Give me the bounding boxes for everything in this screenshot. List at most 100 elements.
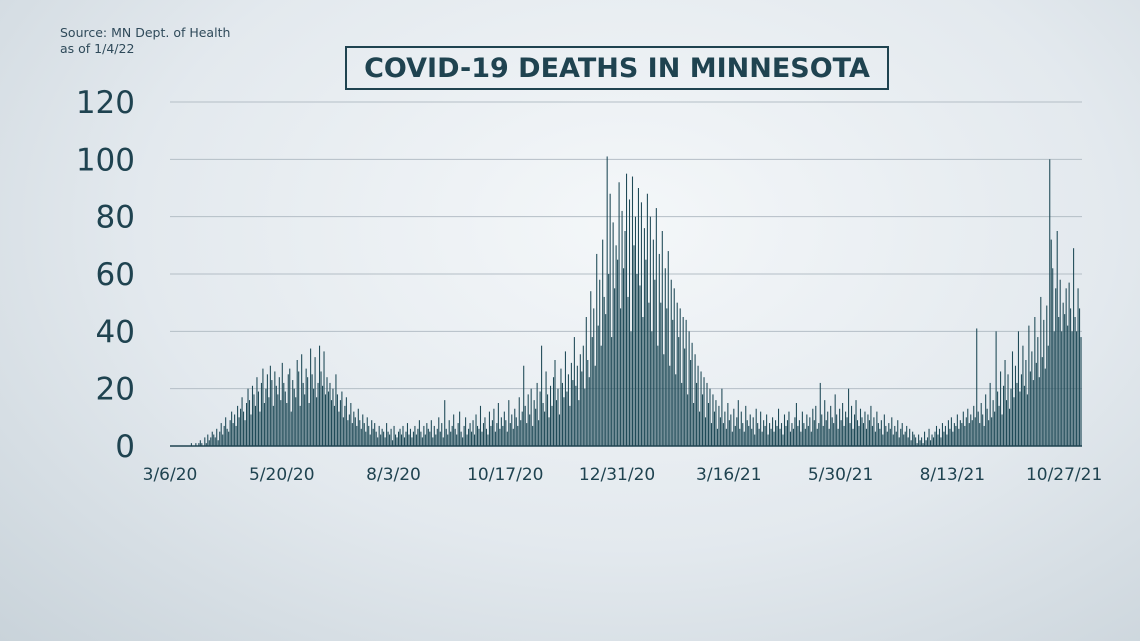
bar	[959, 420, 961, 446]
bar	[1020, 374, 1022, 446]
bar	[576, 365, 578, 446]
bar	[1074, 317, 1076, 446]
bar	[620, 308, 622, 446]
bar	[396, 437, 398, 446]
bar	[392, 440, 394, 446]
bar	[831, 417, 833, 446]
bar	[479, 405, 482, 446]
bar	[441, 423, 443, 446]
bar	[336, 394, 338, 446]
bar	[739, 428, 741, 446]
chart-title: COVID-19 DEATHS IN MINNESOTA	[364, 52, 870, 84]
bar	[1010, 388, 1012, 446]
bar	[816, 428, 818, 446]
bar	[596, 253, 598, 446]
bar	[210, 437, 212, 446]
bar	[690, 360, 692, 446]
bar	[235, 425, 237, 446]
bar	[700, 371, 702, 446]
bar	[205, 443, 207, 446]
bar	[497, 403, 499, 446]
bar	[840, 420, 842, 446]
bar	[624, 231, 626, 446]
bar	[567, 374, 569, 446]
bar	[1050, 239, 1052, 446]
bar	[262, 368, 264, 446]
bar	[254, 405, 257, 446]
bar	[761, 431, 763, 446]
y-tick-label: 20	[96, 372, 135, 408]
bar	[1079, 308, 1081, 446]
bar	[740, 411, 742, 446]
as-of-date: as of 1/4/22	[60, 41, 135, 56]
bar	[225, 417, 227, 446]
bar	[974, 417, 976, 446]
bar	[451, 425, 453, 446]
bar	[552, 377, 555, 446]
bar	[386, 423, 388, 446]
bar	[415, 434, 417, 446]
bar	[488, 411, 490, 446]
source-note: Source: MN Dept. of Health as of 1/4/22	[60, 25, 230, 57]
bar	[456, 434, 458, 446]
y-tick-label: 0	[115, 429, 135, 465]
bar	[935, 425, 938, 446]
bar	[357, 408, 359, 446]
bar	[284, 391, 286, 446]
bar	[354, 417, 356, 446]
bar	[940, 437, 942, 446]
bar	[502, 425, 504, 446]
bar	[846, 417, 848, 446]
bar	[713, 411, 715, 446]
bar	[198, 443, 200, 446]
bar	[241, 397, 243, 446]
bar	[348, 414, 350, 446]
bar	[399, 428, 401, 446]
bar	[833, 423, 835, 446]
bar	[335, 374, 337, 446]
bar	[1035, 362, 1037, 446]
bar	[560, 368, 562, 446]
bar	[895, 431, 897, 446]
bar	[654, 279, 656, 446]
bar	[995, 331, 997, 446]
bar	[320, 371, 322, 446]
bar	[518, 397, 520, 446]
y-tick-label: 60	[96, 257, 135, 293]
bar	[433, 425, 435, 446]
bar	[593, 308, 595, 446]
bar	[678, 337, 680, 446]
bar	[327, 391, 330, 446]
bar	[731, 431, 733, 446]
bar	[381, 428, 383, 446]
bar	[570, 362, 572, 446]
bar	[958, 428, 960, 446]
bar	[785, 425, 787, 446]
bar	[1032, 380, 1034, 446]
bar	[256, 377, 258, 446]
bar	[628, 199, 631, 446]
bar	[590, 291, 592, 446]
bar	[420, 431, 422, 446]
bar	[882, 434, 884, 446]
bar	[927, 437, 929, 446]
bar	[821, 414, 823, 446]
bar	[964, 425, 966, 446]
bar	[371, 420, 373, 446]
bar	[702, 394, 704, 446]
bar	[655, 208, 657, 446]
bar	[640, 202, 642, 446]
bar	[287, 374, 289, 446]
bar	[238, 417, 240, 446]
bar	[286, 403, 288, 446]
bar	[277, 394, 279, 446]
bar	[615, 245, 617, 446]
bar	[1073, 248, 1075, 446]
bar	[409, 428, 411, 446]
y-tick-label: 100	[76, 142, 135, 178]
bar	[724, 411, 726, 446]
bar	[898, 437, 900, 446]
bar	[438, 417, 440, 446]
bar	[874, 431, 876, 446]
bar	[892, 434, 894, 446]
